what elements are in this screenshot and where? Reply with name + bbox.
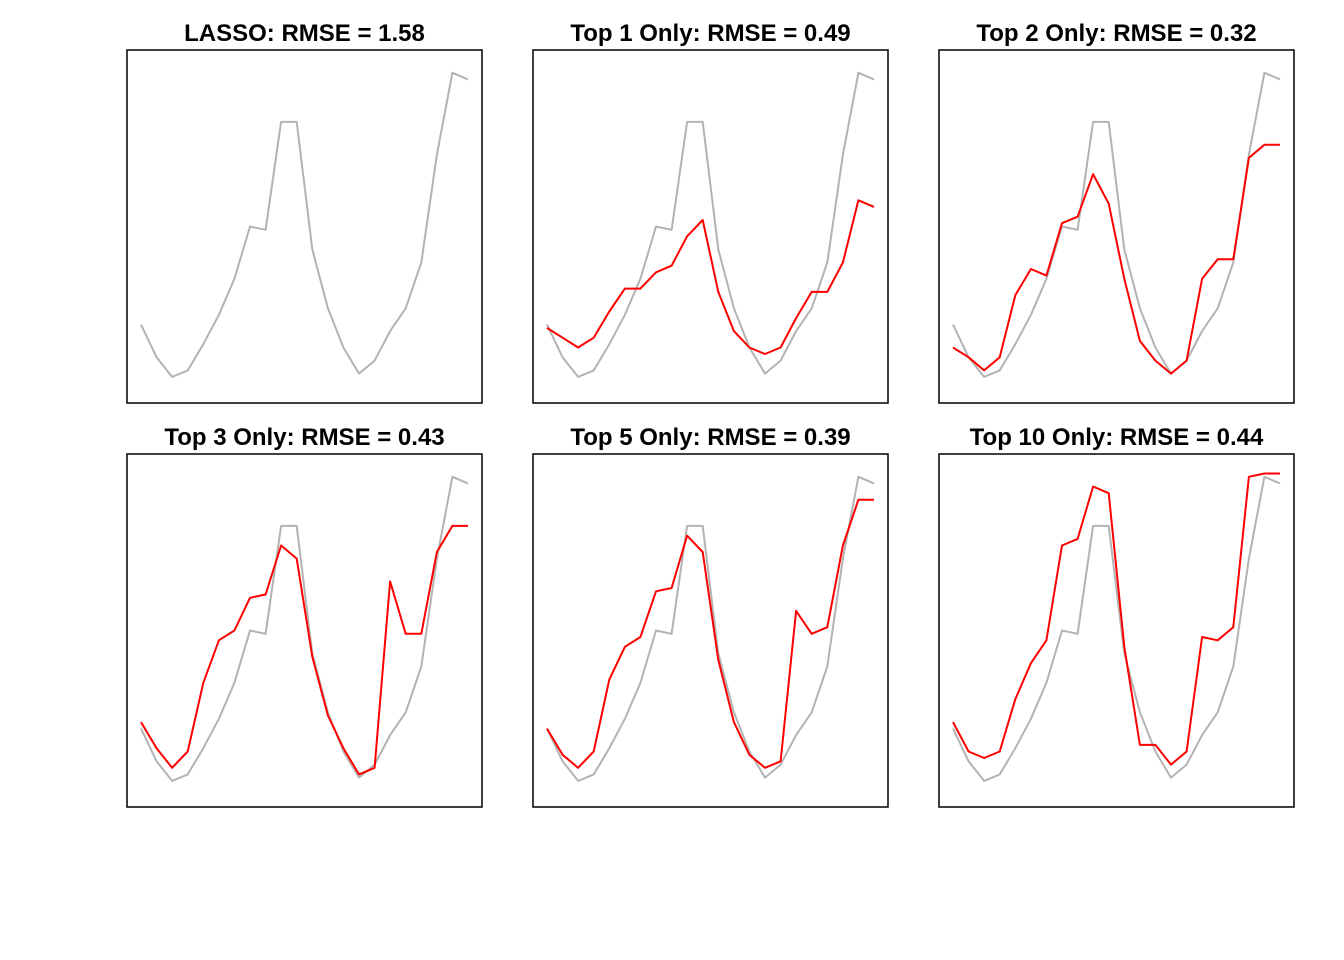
panel-4-actual-line [140,475,469,782]
panel-5-actual-line [546,475,875,782]
panel-4-predicted-line [140,524,468,776]
panel-4: Top 3 Only: RMSE = 0.43 [126,424,483,808]
panel-1-series [140,71,469,378]
panel-3-frame [938,49,1295,404]
panel-5: Top 5 Only: RMSE = 0.39 [532,424,889,808]
panel-3-title: Top 2 Only: RMSE = 0.32 [976,20,1256,47]
panel-5-predicted-line [546,498,874,769]
panel-1: LASSO: RMSE = 1.58 [126,20,483,404]
panel-4-series [140,475,469,782]
panel-2-series [546,71,875,378]
panel-6-actual-line [952,475,1281,782]
panel-6-series [952,472,1281,782]
panel-6-predicted-line [952,472,1280,766]
panel-5-frame [532,453,889,808]
panel-2-predicted-line [546,199,875,355]
panel-3: Top 2 Only: RMSE = 0.32 [938,20,1295,404]
panel-1-frame [126,49,483,404]
panel-6-title: Top 10 Only: RMSE = 0.44 [970,424,1264,451]
panel-2-frame [532,49,889,404]
panel-6: Top 10 Only: RMSE = 0.44 [938,424,1295,808]
panel-5-series [546,475,875,782]
panel-4-frame [126,453,483,808]
panel-1-title: LASSO: RMSE = 1.58 [184,20,425,47]
panel-1-actual-line [140,71,469,378]
panel-6-frame [938,453,1295,808]
panel-3-series [952,71,1281,378]
panel-5-title: Top 5 Only: RMSE = 0.39 [570,424,850,451]
panel-2: Top 1 Only: RMSE = 0.49 [532,20,889,404]
panel-4-title: Top 3 Only: RMSE = 0.43 [164,424,444,451]
panel-2-title: Top 1 Only: RMSE = 0.49 [570,20,850,47]
panel-3-actual-line [952,71,1281,378]
panel-3-predicted-line [952,143,1280,375]
panel-2-actual-line [546,71,875,378]
